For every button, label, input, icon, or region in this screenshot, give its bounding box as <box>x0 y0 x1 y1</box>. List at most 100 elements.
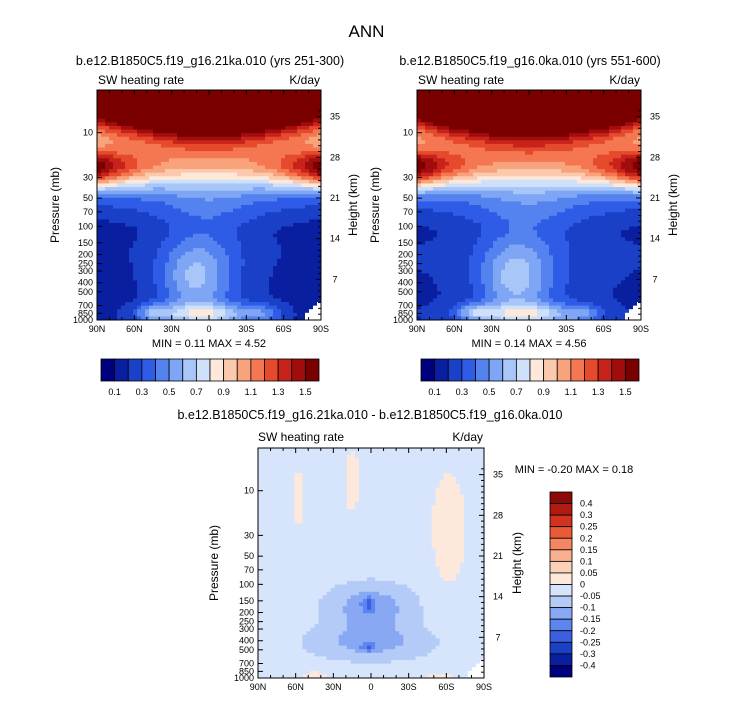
y-tick-label: 10 <box>403 128 413 138</box>
colorbar-swatch <box>250 358 265 382</box>
colorbar-swatch <box>264 358 279 382</box>
x-tick-label: 90N <box>250 682 267 692</box>
x-tick-label: 30N <box>163 324 180 334</box>
height-tick-label: 35 <box>330 112 340 122</box>
colorbar-label: 0.25 <box>580 522 598 532</box>
panel-right-ticks: 90N 60N 30N 0 30S 60S 90S103050701001502002503… <box>393 90 660 334</box>
y-tick-label: 250 <box>239 617 254 627</box>
panel-left-colorbar: 0.1 0.3 0.5 0.7 0.9 1.1 1.3 1.5 <box>100 358 320 397</box>
colorbar-swatch <box>515 358 531 382</box>
height-tick-label: 21 <box>650 193 660 203</box>
x-tick-label: 90N <box>409 324 426 334</box>
colorbar-label: 0.1 <box>580 556 593 566</box>
y-tick-label: 200 <box>239 608 254 618</box>
y-tick-label: 100 <box>239 579 254 589</box>
y-tick-label: 250 <box>78 259 93 269</box>
x-tick-label: 60S <box>596 324 612 334</box>
panel-right-stats: MIN = 0.14 MAX = 4.56 <box>472 338 587 350</box>
colorbar-label: 1.1 <box>565 387 578 397</box>
panel-diff: b.e12.B1850C5.f19_g16.21ka.010 - b.e12.B… <box>177 408 633 692</box>
y-tick-label: 850 <box>78 308 93 318</box>
panel-diff-variable-label: SW heating rate <box>258 430 344 444</box>
colorbar-label: 0.1 <box>108 387 121 397</box>
y-tick-label: 70 <box>83 207 93 217</box>
colorbar-label: -0.15 <box>580 614 601 624</box>
y-tick-label: 500 <box>78 287 93 297</box>
colorbar-swatch <box>549 665 573 678</box>
colorbar-label: 1.5 <box>299 387 312 397</box>
colorbar-label: 0.7 <box>510 387 523 397</box>
panel-right-variable-label: SW heating rate <box>418 73 504 87</box>
height-tick-label: 28 <box>330 152 340 162</box>
y-tick-label: 100 <box>398 221 413 231</box>
colorbar-label: 0 <box>580 580 585 590</box>
colorbar-swatch <box>304 358 320 382</box>
y-tick-label: 50 <box>83 193 93 203</box>
y-tick-label: 30 <box>244 530 254 540</box>
panel-right-ylabel-right: Height (km) <box>666 174 680 236</box>
x-tick-label: 60N <box>126 324 143 334</box>
colorbar-swatch <box>549 526 573 539</box>
colorbar-swatch <box>549 630 573 643</box>
colorbar-swatch <box>584 358 599 382</box>
y-tick-label: 50 <box>403 193 413 203</box>
y-tick-label: 100 <box>78 221 93 231</box>
colorbar-swatch <box>114 358 129 382</box>
x-tick-label: 60S <box>276 324 292 334</box>
height-tick-label: 21 <box>330 193 340 203</box>
colorbar-swatch <box>529 358 545 382</box>
y-tick-label: 200 <box>78 250 93 260</box>
panel-right-title: b.e12.B1850C5.f19_g16.0ka.010 (yrs 551-6… <box>399 54 660 68</box>
colorbar-swatch <box>475 358 490 382</box>
colorbar-swatch <box>556 358 572 382</box>
y-tick-label: 10 <box>244 486 254 496</box>
y-tick-label: 150 <box>398 238 413 248</box>
x-tick-label: 30N <box>325 682 342 692</box>
colorbar-swatch <box>549 653 573 666</box>
y-tick-label: 250 <box>398 259 413 269</box>
y-tick-label: 150 <box>239 596 254 606</box>
y-tick-label: 500 <box>239 645 254 655</box>
colorbar-swatch <box>624 358 640 382</box>
colorbar-swatch <box>100 358 116 382</box>
colorbar-swatch <box>549 572 573 585</box>
colorbar-label: 0.9 <box>217 387 230 397</box>
colorbar-label: -0.1 <box>580 603 596 613</box>
x-tick-label: 60S <box>438 682 454 692</box>
y-tick-label: 400 <box>78 278 93 288</box>
panel-diff-plot-area <box>258 448 484 678</box>
y-tick-label: 70 <box>403 207 413 217</box>
panel-left-variable-label: SW heating rate <box>98 73 184 87</box>
colorbar-label: 0.5 <box>483 387 496 397</box>
panel-diff-units-label: K/day <box>452 430 483 444</box>
colorbar-swatch <box>549 641 573 655</box>
x-tick-label: 90S <box>476 682 492 692</box>
colorbar-swatch <box>420 358 436 382</box>
x-tick-label: 30N <box>483 324 500 334</box>
height-tick-label: 21 <box>493 551 503 561</box>
y-tick-label: 300 <box>398 266 413 276</box>
colorbar-label: 1.5 <box>619 387 632 397</box>
x-tick-label: 90N <box>89 324 106 334</box>
colorbar-label: 0.5 <box>163 387 176 397</box>
x-tick-label: 90S <box>313 324 329 334</box>
colorbar-swatch <box>291 358 306 382</box>
colorbar-swatch <box>549 618 573 632</box>
y-tick-label: 30 <box>83 172 93 182</box>
y-tick-label: 300 <box>239 624 254 634</box>
colorbar-label: 0.4 <box>580 499 593 509</box>
colorbar-label: -0.4 <box>580 660 596 670</box>
colorbar-label: 0.15 <box>580 545 598 555</box>
colorbar-swatch <box>549 607 573 620</box>
panel-right: b.e12.B1850C5.f19_g16.0ka.010 (yrs 551-6… <box>368 54 680 397</box>
colorbar-label: 1.3 <box>272 387 285 397</box>
colorbar-label: -0.25 <box>580 637 601 647</box>
panel-left: b.e12.B1850C5.f19_g16.21ka.010 (yrs 251-… <box>48 54 360 397</box>
y-tick-label: 850 <box>239 666 254 676</box>
height-tick-label: 7 <box>332 274 337 284</box>
colorbar-label: -0.2 <box>580 626 596 636</box>
colorbar-swatch <box>434 358 449 382</box>
y-tick-label: 10 <box>83 128 93 138</box>
height-tick-label: 35 <box>650 112 660 122</box>
y-tick-label: 200 <box>398 250 413 260</box>
